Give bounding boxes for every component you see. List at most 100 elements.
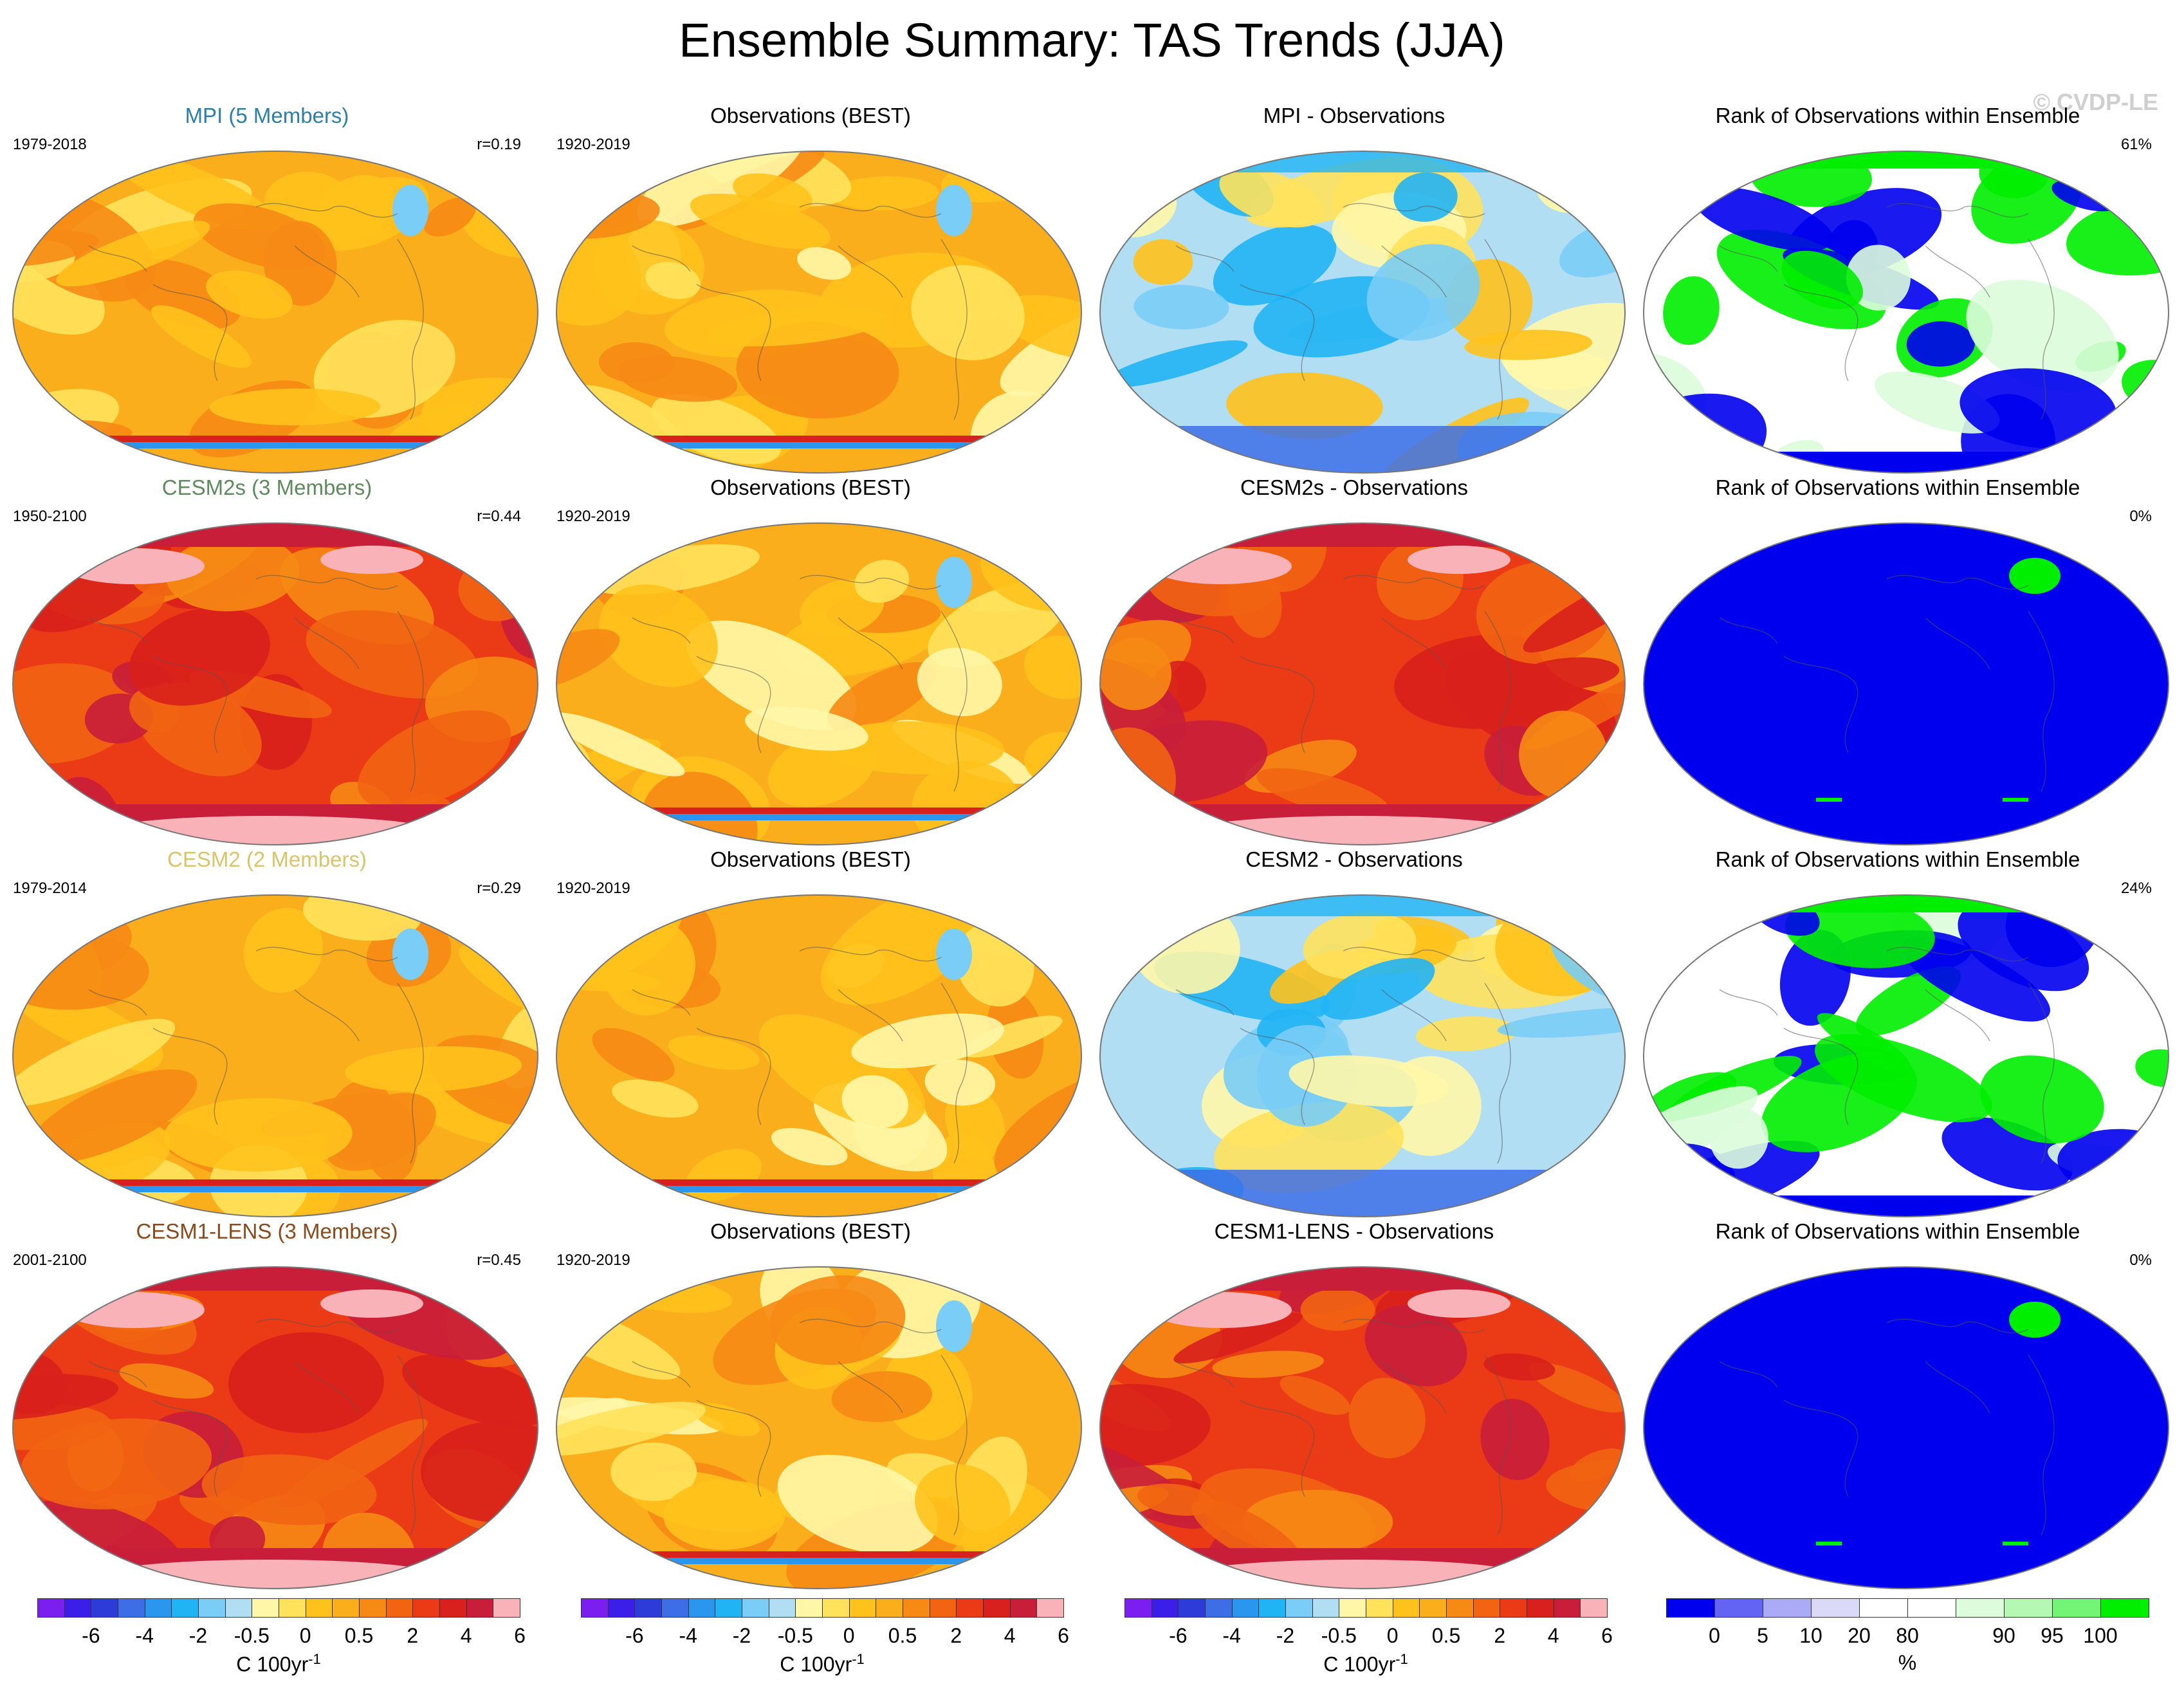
- colorbar-unit: %: [1898, 1651, 1917, 1674]
- colorbar-tick-label: -6: [1169, 1624, 1188, 1647]
- panel-title: CESM2 - Observations: [1245, 847, 1463, 871]
- model-map: [12, 151, 538, 474]
- panel-title: Rank of Observations within Ensemble: [1715, 104, 2080, 127]
- trend-colorbar-1: -6 -4 -2 -0.5 0 0.5 2 4 6 C 100yr-1: [37, 1598, 526, 1682]
- colorbar-swatch: [956, 1598, 984, 1618]
- colorbar-swatch: [493, 1598, 520, 1618]
- page-title: Ensemble Summary: TAS Trends (JJA): [679, 14, 1505, 67]
- colorbar-swatch: [1553, 1598, 1581, 1618]
- colorbar-swatch: [412, 1598, 440, 1618]
- panel-title: CESM2 (2 Members): [167, 847, 367, 871]
- colorbar-swatch: [688, 1598, 716, 1618]
- observations-panel-2: Observations (BEST) 1920-2019: [544, 475, 1082, 847]
- colorbar-tick-label: 6: [514, 1624, 526, 1647]
- difference-map: [1099, 894, 1626, 1217]
- panel-title: MPI (5 Members): [185, 104, 349, 127]
- colorbar-swatch: [1714, 1598, 1763, 1618]
- colorbar-tick-label: -0.5: [777, 1624, 813, 1647]
- correlation-label: r=0.19: [477, 136, 521, 153]
- colorbar-swatch: [1009, 1598, 1038, 1618]
- difference-panel-3: CESM2 - Observations: [1087, 847, 1626, 1219]
- colorbar-tick-label: 0.5: [888, 1624, 917, 1647]
- colorbar-swatch: [1907, 1598, 1956, 1618]
- rank-map: [1643, 151, 2169, 474]
- colorbar-swatch: [929, 1598, 957, 1618]
- colorbar-tick-label: -2: [1276, 1624, 1295, 1647]
- colorbar-swatch: [715, 1598, 742, 1618]
- rank-panel-2: Rank of Observations within Ensemble 0%: [1631, 475, 2169, 847]
- colorbar-unit: C 100yr-1: [1323, 1651, 1408, 1676]
- colorbar-tick-label: 4: [1547, 1624, 1559, 1647]
- colorbar-swatch: [903, 1598, 930, 1618]
- colorbar-swatch: [1339, 1598, 1366, 1618]
- model-panel-4: CESM1-LENS (3 Members) 2001-2100 r=0.45: [0, 1219, 538, 1591]
- rank-percent-label: 0%: [2129, 1251, 2152, 1269]
- model-map: [12, 522, 538, 845]
- difference-map: [1099, 1266, 1626, 1589]
- colorbar-tick-label: 100: [2083, 1624, 2118, 1647]
- colorbar-swatch: [1580, 1598, 1608, 1618]
- colorbar-tick-label: 6: [1058, 1624, 1069, 1647]
- panel-title: Rank of Observations within Ensemble: [1715, 847, 2080, 871]
- colorbar-swatch: [359, 1598, 387, 1618]
- colorbar-swatch: [198, 1598, 226, 1618]
- observations-panel-3: Observations (BEST) 1920-2019: [544, 847, 1082, 1219]
- colorbar-swatch: [849, 1598, 877, 1618]
- colorbar-tick-label: 10: [1799, 1624, 1822, 1647]
- rank-percent-label: 0%: [2129, 508, 2152, 525]
- colorbar-swatch: [1124, 1598, 1152, 1618]
- colorbar-swatch: [634, 1598, 662, 1618]
- colorbar-swatch: [2004, 1598, 2053, 1618]
- colorbar-swatch: [2100, 1598, 2149, 1618]
- colorbar-unit: C 100yr-1: [780, 1651, 865, 1676]
- colorbar-tick-label: -2: [732, 1624, 751, 1647]
- model-panel-2: CESM2s (3 Members) 1950-2100 r=0.44: [0, 475, 538, 847]
- colorbar-swatch: [1036, 1598, 1064, 1618]
- model-panel-3: CESM2 (2 Members) 1979-2014 r=0.29: [0, 847, 538, 1219]
- colorbar-swatch: [983, 1598, 1011, 1618]
- model-map: [12, 1266, 538, 1589]
- panel-title: CESM1-LENS (3 Members): [136, 1219, 398, 1243]
- colorbar-tick-label: 95: [2041, 1624, 2064, 1647]
- colorbar-swatch: [385, 1598, 414, 1618]
- rank-map: [1643, 1266, 2169, 1589]
- colorbar-tick-label: -6: [82, 1624, 100, 1647]
- observations-panel-1: Observations (BEST) 1920-2019: [544, 103, 1082, 475]
- colorbar-swatch: [305, 1598, 333, 1618]
- difference-panel-2: CESM2s - Observations: [1087, 475, 1626, 847]
- colorbar-swatch: [1151, 1598, 1179, 1618]
- model-map: [12, 894, 538, 1217]
- colorbar-swatch: [1178, 1598, 1206, 1618]
- colorbar-unit: C 100yr-1: [236, 1651, 321, 1676]
- colorbar-swatch: [607, 1598, 636, 1618]
- observations-map: [556, 1266, 1082, 1589]
- colorbar-swatch: [1527, 1598, 1554, 1618]
- colorbar-tick-label: 90: [1992, 1624, 2015, 1647]
- colorbar-tick-label: 4: [1004, 1624, 1016, 1647]
- panel-title: Observations (BEST): [710, 104, 911, 127]
- colorbar-tick-label: 5: [1757, 1624, 1768, 1647]
- difference-map: [1099, 151, 1626, 474]
- colorbar-tick-label: -0.5: [234, 1624, 270, 1647]
- difference-map: [1099, 522, 1626, 845]
- colorbar-swatch: [144, 1598, 172, 1618]
- period-label: 1979-2014: [13, 880, 87, 897]
- panel-title: Observations (BEST): [710, 475, 911, 499]
- colorbar-swatch: [1258, 1598, 1286, 1618]
- colorbar-tick-label: 0.5: [344, 1624, 374, 1647]
- panel-title: MPI - Observations: [1263, 104, 1445, 127]
- colorbar-tick-label: 80: [1896, 1624, 1919, 1647]
- watermark: © CVDP-LE: [2033, 89, 2158, 115]
- panel-title: CESM2s (3 Members): [161, 475, 372, 499]
- observations-map: [556, 151, 1082, 474]
- period-label: 1979-2018: [13, 136, 87, 153]
- colorbar-swatch: [661, 1598, 689, 1618]
- colorbar-swatch: [1859, 1598, 1908, 1618]
- correlation-label: r=0.44: [477, 508, 521, 525]
- colorbar-swatch: [822, 1598, 850, 1618]
- colorbar-tick-label: 2: [407, 1624, 419, 1647]
- colorbar-swatch: [795, 1598, 823, 1618]
- panel-title: Observations (BEST): [710, 847, 911, 871]
- colorbar-tick-label: 6: [1601, 1624, 1613, 1647]
- colorbar-tick-label: 20: [1848, 1624, 1871, 1647]
